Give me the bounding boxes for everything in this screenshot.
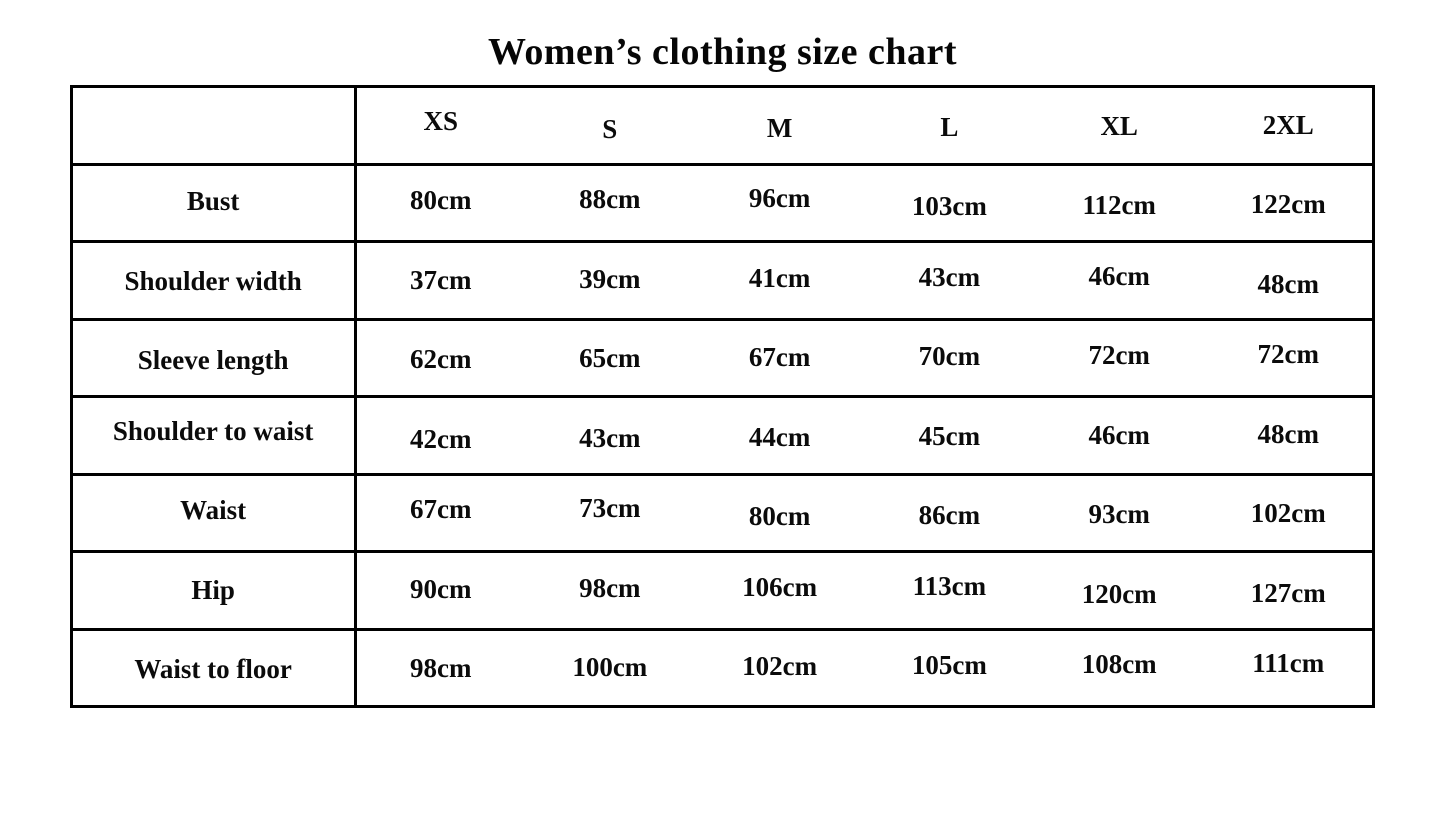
table-cell: 48cm <box>1204 396 1374 476</box>
table-cell: 42cm <box>355 396 525 476</box>
row-label: Bust <box>71 164 357 243</box>
table-cell: 111cm <box>1204 629 1374 708</box>
row-label: Waist <box>71 474 357 553</box>
table-cell: 100cm <box>524 629 695 708</box>
table-cell: 108cm <box>1034 629 1205 708</box>
row-label: Shoulder to waist <box>71 396 357 476</box>
table-row-sleeve-length: Sleeve length 62cm 65cm 67cm 70cm 72cm 7… <box>71 319 1374 398</box>
table-row-bust: Bust 80cm 88cm 96cm 103cm 112cm 122cm <box>71 164 1374 243</box>
table-cell: 93cm <box>1034 474 1205 553</box>
table-cell: 43cm <box>524 396 695 476</box>
table-cell: 98cm <box>524 551 695 631</box>
table-cell: 102cm <box>1204 474 1374 553</box>
column-header-label: 2XL <box>1262 109 1314 140</box>
column-header-label: XL <box>1100 110 1138 141</box>
table-cell: 80cm <box>694 474 865 553</box>
row-label: Sleeve length <box>71 319 357 398</box>
table-cell: 112cm <box>1034 164 1205 243</box>
corner-cell <box>71 86 357 166</box>
table-cell: 103cm <box>864 164 1035 243</box>
table-cell: 48cm <box>1204 241 1374 321</box>
column-header-m: M <box>694 86 865 166</box>
table-cell: 43cm <box>864 241 1035 321</box>
row-label: Shoulder width <box>71 241 357 321</box>
table-cell: 72cm <box>1034 319 1205 398</box>
table-cell: 44cm <box>694 396 865 476</box>
table-cell: 67cm <box>694 319 865 398</box>
column-header-label: M <box>766 112 793 143</box>
table-row-shoulder-to-waist: Shoulder to waist 42cm 43cm 44cm 45cm 46… <box>71 396 1374 476</box>
table-cell: 122cm <box>1204 164 1374 243</box>
table-cell: 113cm <box>864 551 1035 631</box>
table-cell: 98cm <box>355 629 525 708</box>
table-row-waist-to-floor: Waist to floor 98cm 100cm 102cm 105cm 10… <box>71 629 1374 708</box>
table-cell: 88cm <box>524 164 695 243</box>
table-cell: 86cm <box>864 474 1035 553</box>
table-cell: 41cm <box>694 241 865 321</box>
column-header-l: L <box>864 86 1035 166</box>
row-label: Waist to floor <box>71 629 357 708</box>
table-cell: 90cm <box>355 551 525 631</box>
column-header-label: L <box>940 111 959 142</box>
column-header-xl: XL <box>1034 86 1205 166</box>
table-cell: 65cm <box>524 319 695 398</box>
table-cell: 106cm <box>694 551 865 631</box>
table-cell: 102cm <box>694 629 865 708</box>
table-row-waist: Waist 67cm 73cm 80cm 86cm 93cm 102cm <box>71 474 1374 553</box>
table-cell: 105cm <box>864 629 1035 708</box>
table-header-row: XS S M L XL 2XL <box>71 86 1374 166</box>
column-header-s: S <box>524 86 695 166</box>
table-cell: 80cm <box>355 164 525 243</box>
table-cell: 37cm <box>355 241 525 321</box>
column-header-2xl: 2XL <box>1204 86 1374 166</box>
table-cell: 62cm <box>355 319 525 398</box>
row-label: Hip <box>71 551 357 631</box>
size-chart-table: XS S M L XL 2XL Bust 80cm 88cm 96cm 103c… <box>69 85 1376 708</box>
table-cell: 70cm <box>864 319 1035 398</box>
column-header-label: S <box>602 113 618 144</box>
table-cell: 72cm <box>1204 319 1374 398</box>
table-cell: 96cm <box>694 164 865 243</box>
table-cell: 45cm <box>864 396 1035 476</box>
table-cell: 46cm <box>1034 241 1205 321</box>
table-cell: 46cm <box>1034 396 1205 476</box>
table-cell: 127cm <box>1204 551 1374 631</box>
table-cell: 73cm <box>524 474 695 553</box>
page-title: Women’s clothing size chart <box>487 31 958 73</box>
column-header-xs: XS <box>355 86 525 166</box>
table-cell: 67cm <box>355 474 525 553</box>
column-header-label: XS <box>423 105 459 136</box>
table-cell: 39cm <box>524 241 695 321</box>
table-row-shoulder-width: Shoulder width 37cm 39cm 41cm 43cm 46cm … <box>71 241 1374 321</box>
table-cell: 120cm <box>1034 551 1205 631</box>
table-row-hip: Hip 90cm 98cm 106cm 113cm 120cm 127cm <box>71 551 1374 631</box>
